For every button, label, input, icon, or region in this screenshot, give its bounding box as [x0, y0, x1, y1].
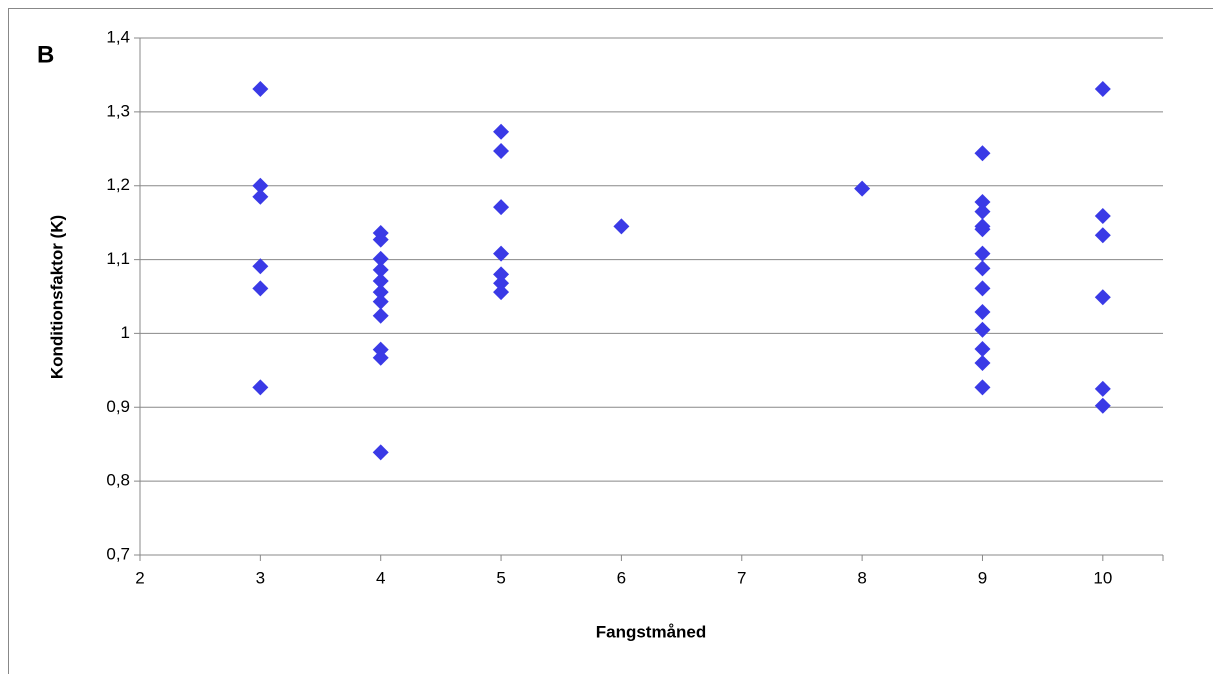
- y-tick-label: 1,1: [106, 249, 130, 268]
- x-tick-label: 10: [1093, 568, 1112, 587]
- data-point: [974, 354, 991, 371]
- data-point: [974, 321, 991, 338]
- data-point: [1094, 207, 1111, 224]
- data-point: [493, 284, 510, 301]
- data-point: [372, 349, 389, 366]
- chart-border: [8, 8, 1213, 674]
- data-point: [252, 177, 269, 194]
- data-point: [252, 280, 269, 297]
- data-point: [372, 341, 389, 358]
- data-point: [372, 231, 389, 248]
- y-tick-label: 0,7: [106, 544, 130, 563]
- data-point: [974, 260, 991, 277]
- data-point: [974, 203, 991, 220]
- data-point: [372, 307, 389, 324]
- y-tick-label: 0,8: [106, 471, 130, 490]
- x-axis-title: Fangstmåned: [596, 622, 707, 641]
- y-tick-label: 0,9: [106, 397, 130, 416]
- data-point: [974, 280, 991, 297]
- y-axis-title: Konditionsfaktor (K): [47, 215, 66, 379]
- data-point: [372, 293, 389, 310]
- x-tick-label: 6: [617, 568, 626, 587]
- data-point: [493, 266, 510, 283]
- data-point: [974, 193, 991, 210]
- data-point: [1094, 227, 1111, 244]
- data-point: [974, 304, 991, 321]
- data-point: [493, 143, 510, 160]
- data-point: [372, 272, 389, 289]
- data-point: [854, 180, 871, 197]
- data-point: [252, 188, 269, 205]
- panel-label: B: [37, 41, 54, 68]
- y-tick-label: 1,3: [106, 101, 130, 120]
- y-tick-label: 1: [121, 323, 130, 342]
- data-point: [613, 218, 630, 235]
- data-point: [493, 275, 510, 292]
- data-point: [974, 379, 991, 396]
- x-tick-label: 4: [376, 568, 385, 587]
- data-point: [493, 245, 510, 262]
- x-tick-label: 2: [135, 568, 144, 587]
- x-tick-label: 5: [496, 568, 505, 587]
- data-point: [974, 245, 991, 262]
- x-tick-label: 3: [256, 568, 265, 587]
- data-point: [372, 444, 389, 461]
- data-point: [372, 250, 389, 267]
- data-point: [372, 261, 389, 278]
- data-point: [493, 123, 510, 140]
- data-point: [372, 284, 389, 301]
- x-tick-label: 9: [978, 568, 987, 587]
- data-point: [1094, 80, 1111, 97]
- data-point: [974, 145, 991, 162]
- y-tick-label: 1,2: [106, 175, 130, 194]
- data-point: [1094, 289, 1111, 306]
- data-point: [493, 199, 510, 216]
- data-point: [252, 258, 269, 275]
- data-point: [974, 340, 991, 357]
- data-point: [252, 379, 269, 396]
- y-tick-label: 1,4: [106, 27, 130, 46]
- x-tick-label: 8: [857, 568, 866, 587]
- data-point: [974, 221, 991, 238]
- data-point: [1094, 397, 1111, 414]
- data-point: [252, 80, 269, 97]
- x-tick-label: 7: [737, 568, 746, 587]
- data-point: [1094, 380, 1111, 397]
